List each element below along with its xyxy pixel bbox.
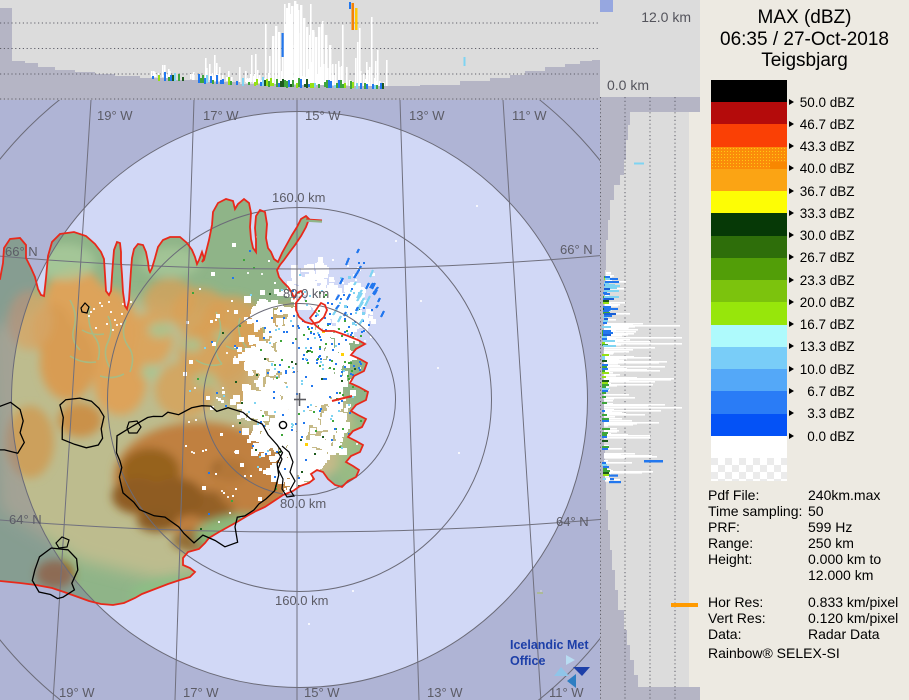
svg-text:80.0 km: 80.0 km bbox=[283, 286, 329, 301]
svg-text:17° W: 17° W bbox=[203, 108, 239, 123]
svg-text:80.0 km: 80.0 km bbox=[280, 496, 326, 511]
svg-text:Icelandic Met: Icelandic Met bbox=[510, 638, 589, 652]
svg-text:0.0 km: 0.0 km bbox=[607, 77, 649, 93]
svg-text:19° W: 19° W bbox=[59, 685, 95, 700]
svg-text:11° W: 11° W bbox=[512, 108, 547, 123]
svg-text:66° N: 66° N bbox=[5, 244, 38, 259]
svg-text:11° W: 11° W bbox=[549, 685, 584, 700]
svg-text:13° W: 13° W bbox=[409, 108, 445, 123]
svg-text:13° W: 13° W bbox=[427, 685, 463, 700]
svg-text:160.0 km: 160.0 km bbox=[272, 190, 325, 205]
svg-text:12.0 km: 12.0 km bbox=[641, 9, 691, 25]
svg-text:160.0 km: 160.0 km bbox=[275, 593, 328, 608]
svg-text:19° W: 19° W bbox=[97, 108, 133, 123]
svg-text:Office: Office bbox=[510, 654, 545, 668]
svg-text:66° N: 66° N bbox=[560, 242, 593, 257]
svg-text:17° W: 17° W bbox=[183, 685, 219, 700]
svg-text:15° W: 15° W bbox=[304, 685, 340, 700]
svg-text:64° N: 64° N bbox=[9, 512, 42, 527]
svg-text:64° N: 64° N bbox=[556, 514, 589, 529]
svg-text:15° W: 15° W bbox=[305, 108, 341, 123]
